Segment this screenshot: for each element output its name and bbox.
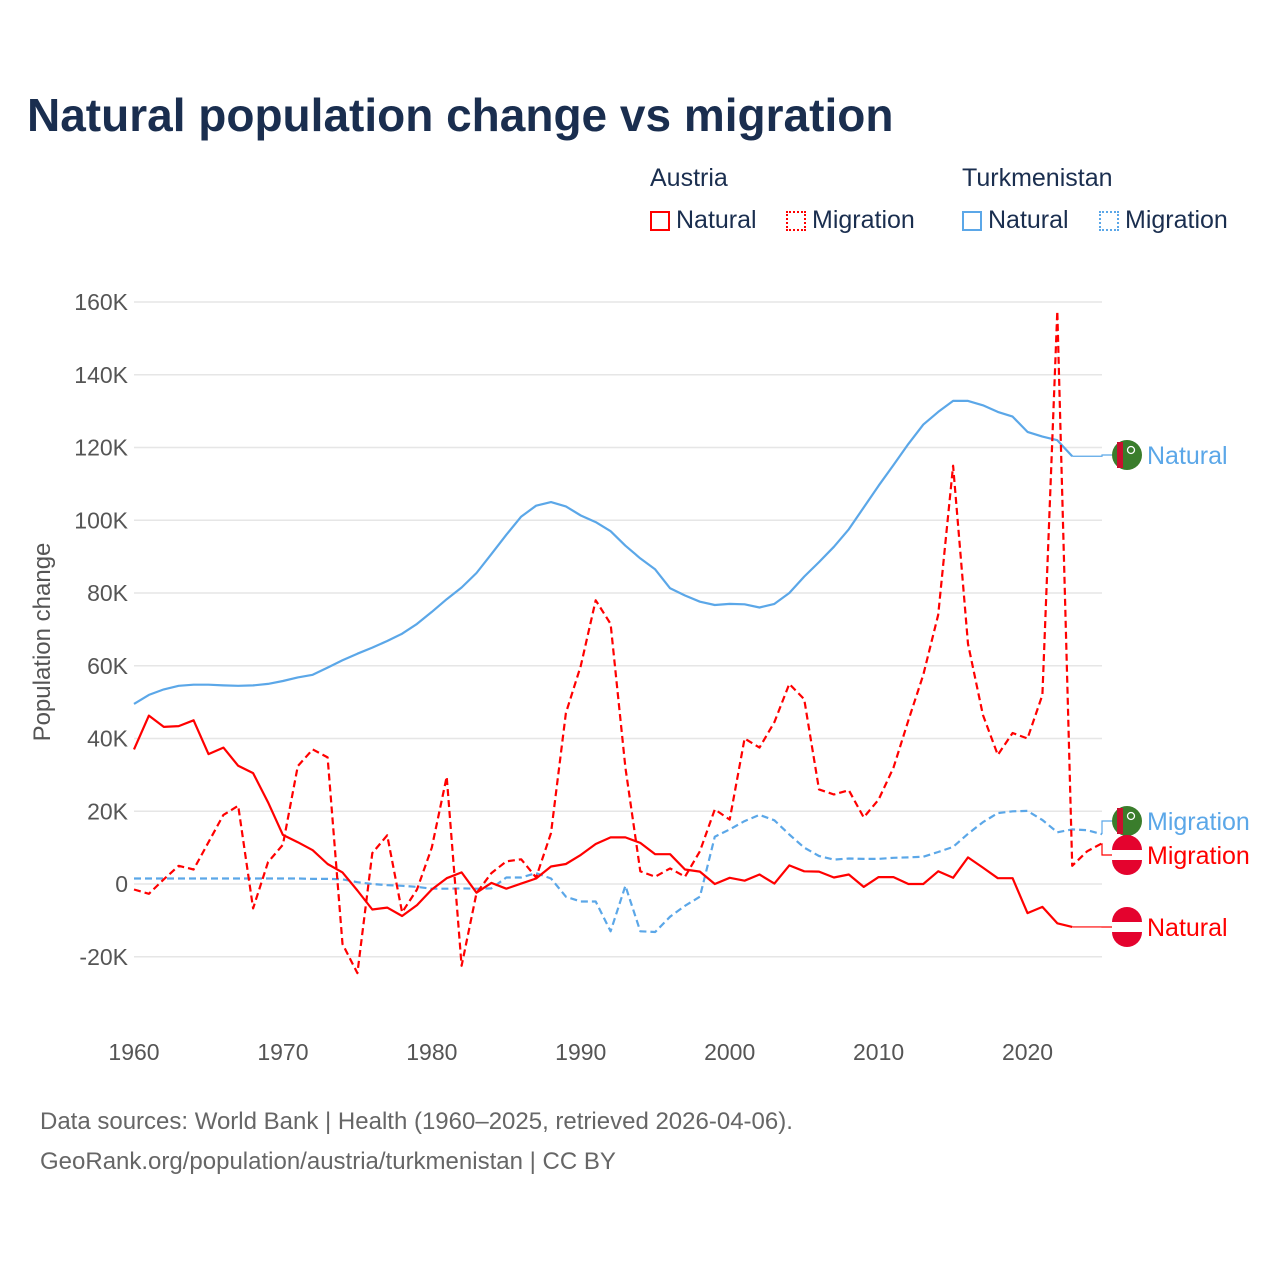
legend-swatch-solid <box>650 210 670 231</box>
austria-flag-icon <box>1112 835 1142 875</box>
turkmenistan-flag-icon <box>1112 440 1142 470</box>
label-connector <box>1101 843 1112 856</box>
legend-label: Migration <box>812 206 915 234</box>
y-tick-label: 20K <box>87 798 129 824</box>
label-connector <box>1101 820 1112 835</box>
x-tick-label: 1980 <box>406 1039 457 1065</box>
y-tick-label: 0 <box>115 871 128 897</box>
series-line-austria-natural <box>132 714 1073 928</box>
legend-label: Natural <box>676 206 757 234</box>
series-end-label: Natural <box>1147 914 1228 942</box>
y-tick-label: 100K <box>74 507 128 533</box>
legend-label: Migration <box>1125 206 1228 234</box>
x-tick-label: 1970 <box>257 1039 308 1065</box>
turkmenistan-flag-icon <box>1112 806 1142 836</box>
legend-austria-migration[interactable]: Migration <box>786 206 915 235</box>
series-end-label: Natural <box>1147 442 1228 470</box>
y-tick-label: 140K <box>74 362 128 388</box>
x-tick-label: 2000 <box>704 1039 755 1065</box>
y-axis-label: Population change <box>29 543 56 742</box>
legend-swatch-solid <box>962 210 982 231</box>
y-tick-label: 80K <box>87 580 129 606</box>
series-end-label: Migration <box>1147 808 1250 836</box>
series-line-turkmenistan-migration <box>134 809 1103 934</box>
legend-swatch-dotted <box>1099 210 1119 231</box>
footer-link[interactable]: GeoRank.org/population/austria/turkmenis… <box>40 1148 616 1175</box>
label-connector <box>1072 454 1112 457</box>
series-line-austria-migration <box>133 310 1103 975</box>
legend-group-turkmenistan: Turkmenistan <box>962 164 1113 192</box>
x-tick-label: 1990 <box>555 1039 606 1065</box>
y-tick-label: -20K <box>79 944 128 970</box>
y-tick-label: 40K <box>87 726 129 752</box>
series-line-turkmenistan-natural <box>133 399 1074 705</box>
y-tick-label: 60K <box>87 653 129 679</box>
x-tick-label: 2010 <box>853 1039 904 1065</box>
legend-austria-natural[interactable]: Natural <box>650 206 757 235</box>
series-end-label: Migration <box>1147 842 1250 870</box>
legend-label: Natural <box>988 206 1069 234</box>
x-tick-label: 2020 <box>1002 1039 1053 1065</box>
footer-sources: Data sources: World Bank | Health (1960–… <box>40 1108 793 1135</box>
legend-turkmenistan-migration[interactable]: Migration <box>1099 206 1228 235</box>
y-tick-label: 160K <box>74 289 128 315</box>
legend-group-austria: Austria <box>650 164 728 192</box>
y-tick-label: 120K <box>74 435 128 461</box>
legend-swatch-dotted <box>786 210 806 231</box>
austria-flag-icon <box>1112 907 1142 947</box>
x-tick-label: 1960 <box>108 1039 159 1065</box>
chart-title: Natural population change vs migration <box>27 89 894 141</box>
legend-turkmenistan-natural[interactable]: Natural <box>962 206 1069 235</box>
